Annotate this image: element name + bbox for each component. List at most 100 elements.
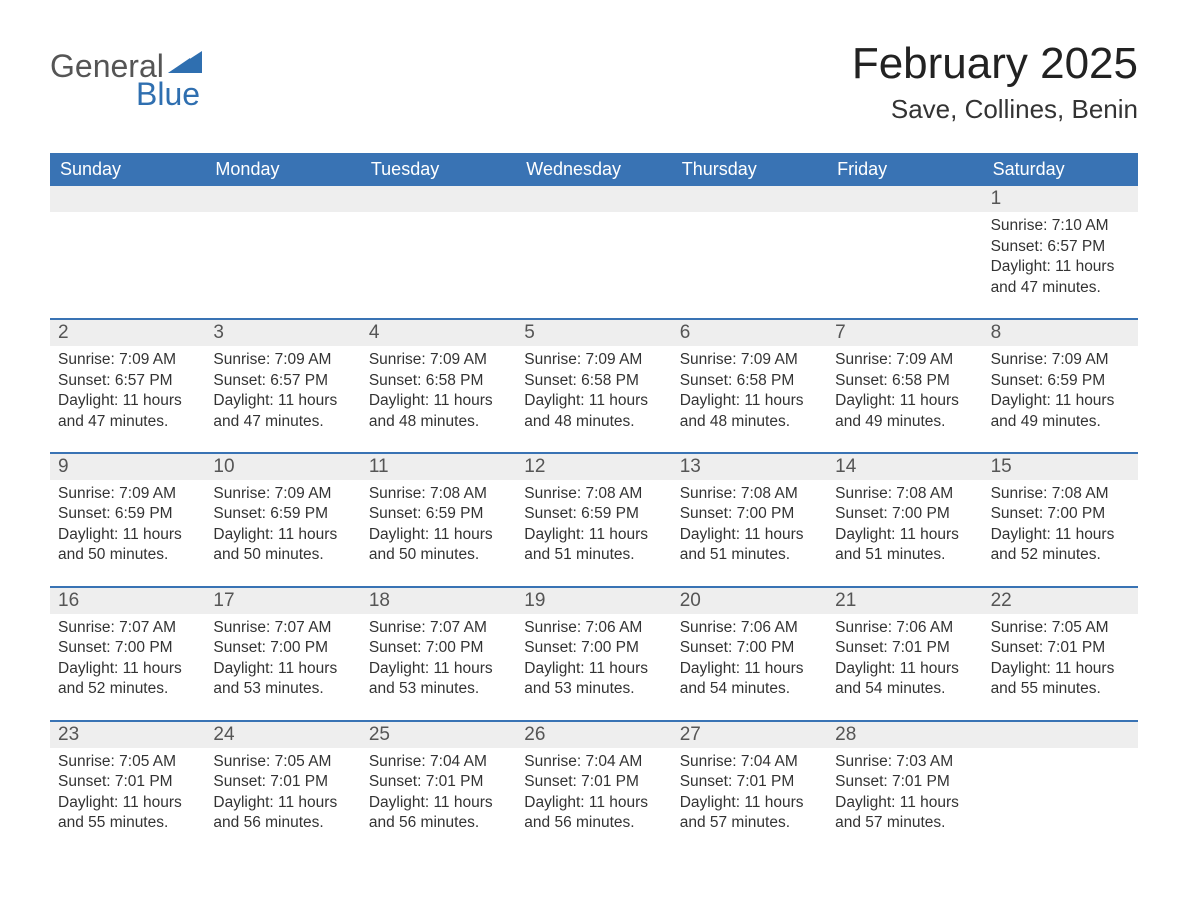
brand-logo: General Blue [50, 40, 202, 110]
sunset-text: Sunset: 6:57 PM [58, 371, 197, 391]
day-header: Monday [205, 153, 360, 186]
day-cell: Sunrise: 7:09 AMSunset: 6:58 PMDaylight:… [516, 346, 671, 452]
day-number: 20 [672, 588, 827, 614]
day-number: 19 [516, 588, 671, 614]
day-header: Wednesday [516, 153, 671, 186]
sunset-text: Sunset: 6:59 PM [369, 504, 508, 524]
day-cell: Sunrise: 7:09 AMSunset: 6:59 PMDaylight:… [205, 480, 360, 586]
sunrise-text: Sunrise: 7:07 AM [369, 618, 508, 638]
daylight-text: Daylight: 11 hours and 55 minutes. [58, 793, 197, 834]
day-header: Tuesday [361, 153, 516, 186]
day-cell: Sunrise: 7:08 AMSunset: 7:00 PMDaylight:… [672, 480, 827, 586]
day-cell: Sunrise: 7:09 AMSunset: 6:59 PMDaylight:… [50, 480, 205, 586]
sunrise-text: Sunrise: 7:07 AM [213, 618, 352, 638]
day-cell: Sunrise: 7:09 AMSunset: 6:59 PMDaylight:… [983, 346, 1138, 452]
daylight-text: Daylight: 11 hours and 56 minutes. [213, 793, 352, 834]
day-number: 16 [50, 588, 205, 614]
sunset-text: Sunset: 7:00 PM [213, 638, 352, 658]
day-cell [983, 748, 1138, 854]
daylight-text: Daylight: 11 hours and 49 minutes. [835, 391, 974, 432]
day-header: Friday [827, 153, 982, 186]
sunrise-text: Sunrise: 7:06 AM [524, 618, 663, 638]
sunrise-text: Sunrise: 7:05 AM [213, 752, 352, 772]
day-number: 24 [205, 722, 360, 748]
sunrise-text: Sunrise: 7:08 AM [835, 484, 974, 504]
calendar-week: 232425262728Sunrise: 7:05 AMSunset: 7:01… [50, 720, 1138, 854]
page-title: February 2025 [852, 40, 1138, 88]
day-cell [827, 212, 982, 318]
daylight-text: Daylight: 11 hours and 47 minutes. [58, 391, 197, 432]
day-number: 18 [361, 588, 516, 614]
day-cell [516, 212, 671, 318]
daylight-text: Daylight: 11 hours and 54 minutes. [835, 659, 974, 700]
day-cell: Sunrise: 7:03 AMSunset: 7:01 PMDaylight:… [827, 748, 982, 854]
day-cell: Sunrise: 7:09 AMSunset: 6:57 PMDaylight:… [205, 346, 360, 452]
day-number [361, 186, 516, 212]
day-header: Sunday [50, 153, 205, 186]
sunset-text: Sunset: 6:58 PM [835, 371, 974, 391]
day-cell: Sunrise: 7:09 AMSunset: 6:57 PMDaylight:… [50, 346, 205, 452]
day-number-row: 9101112131415 [50, 452, 1138, 480]
day-number: 21 [827, 588, 982, 614]
sunrise-text: Sunrise: 7:09 AM [524, 350, 663, 370]
day-number: 1 [983, 186, 1138, 212]
sunrise-text: Sunrise: 7:05 AM [991, 618, 1130, 638]
sunset-text: Sunset: 7:00 PM [58, 638, 197, 658]
daylight-text: Daylight: 11 hours and 48 minutes. [369, 391, 508, 432]
sunset-text: Sunset: 6:59 PM [991, 371, 1130, 391]
day-number: 7 [827, 320, 982, 346]
sunrise-text: Sunrise: 7:03 AM [835, 752, 974, 772]
sunrise-text: Sunrise: 7:10 AM [991, 216, 1130, 236]
sunrise-text: Sunrise: 7:09 AM [835, 350, 974, 370]
daylight-text: Daylight: 11 hours and 51 minutes. [680, 525, 819, 566]
daylight-text: Daylight: 11 hours and 56 minutes. [369, 793, 508, 834]
day-number [672, 186, 827, 212]
daylight-text: Daylight: 11 hours and 47 minutes. [213, 391, 352, 432]
day-cell: Sunrise: 7:06 AMSunset: 7:00 PMDaylight:… [516, 614, 671, 720]
daylight-text: Daylight: 11 hours and 54 minutes. [680, 659, 819, 700]
sunset-text: Sunset: 7:01 PM [991, 638, 1130, 658]
sunset-text: Sunset: 6:59 PM [58, 504, 197, 524]
sunset-text: Sunset: 6:57 PM [991, 237, 1130, 257]
day-number: 8 [983, 320, 1138, 346]
daylight-text: Daylight: 11 hours and 51 minutes. [835, 525, 974, 566]
sunset-text: Sunset: 7:01 PM [369, 772, 508, 792]
sunrise-text: Sunrise: 7:04 AM [369, 752, 508, 772]
day-cell: Sunrise: 7:05 AMSunset: 7:01 PMDaylight:… [205, 748, 360, 854]
sunset-text: Sunset: 6:59 PM [524, 504, 663, 524]
day-body-row: Sunrise: 7:07 AMSunset: 7:00 PMDaylight:… [50, 614, 1138, 720]
day-number: 27 [672, 722, 827, 748]
sunset-text: Sunset: 7:00 PM [991, 504, 1130, 524]
sunrise-text: Sunrise: 7:09 AM [58, 484, 197, 504]
day-cell: Sunrise: 7:05 AMSunset: 7:01 PMDaylight:… [983, 614, 1138, 720]
day-body-row: Sunrise: 7:05 AMSunset: 7:01 PMDaylight:… [50, 748, 1138, 854]
day-number: 5 [516, 320, 671, 346]
sunset-text: Sunset: 7:00 PM [524, 638, 663, 658]
day-cell: Sunrise: 7:04 AMSunset: 7:01 PMDaylight:… [672, 748, 827, 854]
day-number [827, 186, 982, 212]
day-body-row: Sunrise: 7:10 AMSunset: 6:57 PMDaylight:… [50, 212, 1138, 318]
day-number: 2 [50, 320, 205, 346]
sunset-text: Sunset: 7:01 PM [524, 772, 663, 792]
sunrise-text: Sunrise: 7:08 AM [369, 484, 508, 504]
day-cell: Sunrise: 7:08 AMSunset: 6:59 PMDaylight:… [516, 480, 671, 586]
sunset-text: Sunset: 6:57 PM [213, 371, 352, 391]
day-number: 3 [205, 320, 360, 346]
day-cell [50, 212, 205, 318]
day-cell: Sunrise: 7:09 AMSunset: 6:58 PMDaylight:… [361, 346, 516, 452]
day-header: Thursday [672, 153, 827, 186]
day-number: 10 [205, 454, 360, 480]
calendar-header-row: Sunday Monday Tuesday Wednesday Thursday… [50, 153, 1138, 186]
sunset-text: Sunset: 6:58 PM [369, 371, 508, 391]
daylight-text: Daylight: 11 hours and 49 minutes. [991, 391, 1130, 432]
sunset-text: Sunset: 7:00 PM [680, 638, 819, 658]
daylight-text: Daylight: 11 hours and 48 minutes. [680, 391, 819, 432]
calendar-week: 1Sunrise: 7:10 AMSunset: 6:57 PMDaylight… [50, 186, 1138, 318]
sunrise-text: Sunrise: 7:04 AM [524, 752, 663, 772]
day-number: 14 [827, 454, 982, 480]
day-number: 12 [516, 454, 671, 480]
day-cell: Sunrise: 7:07 AMSunset: 7:00 PMDaylight:… [361, 614, 516, 720]
daylight-text: Daylight: 11 hours and 55 minutes. [991, 659, 1130, 700]
sunset-text: Sunset: 7:01 PM [213, 772, 352, 792]
daylight-text: Daylight: 11 hours and 47 minutes. [991, 257, 1130, 298]
